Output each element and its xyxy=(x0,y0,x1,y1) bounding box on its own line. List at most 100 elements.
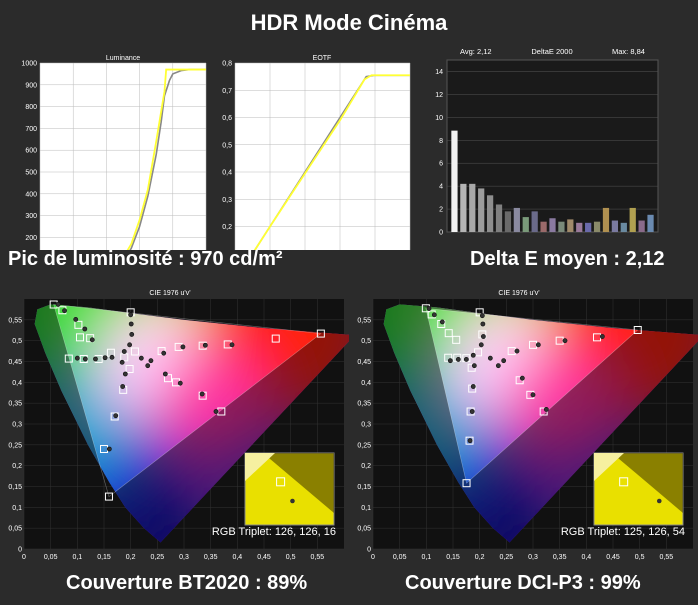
deltae-bar xyxy=(504,211,512,232)
cie1-x-tick-label: 0,2 xyxy=(126,554,136,561)
cie1-target-marker xyxy=(164,374,172,383)
cie2-measured-point xyxy=(480,321,486,327)
cie2-target-marker xyxy=(462,479,471,488)
cie1-x-tick-label: 0,05 xyxy=(44,554,58,561)
cie2-measured-point xyxy=(439,319,445,325)
deltae-bar xyxy=(486,195,494,232)
cie1-x-tick-label: 0,15 xyxy=(97,554,111,561)
cie2-target-marker xyxy=(475,308,484,317)
deltae-y-tick-label: 14 xyxy=(435,69,443,76)
deltae-bar xyxy=(558,221,565,232)
luminance-chart: Luminance 010020030040050060070080090010… xyxy=(21,55,207,250)
cie2-measured-point xyxy=(470,384,476,389)
delta-e-caption: Delta E moyen : 2,12 xyxy=(470,248,665,270)
deltae-y-tick-label: 2 xyxy=(439,207,443,214)
cie1-inset-shade xyxy=(263,453,334,513)
lum-y-tick-label: 500 xyxy=(25,170,37,177)
cie1-target-marker xyxy=(125,365,134,373)
cie2-y-tick-label: 0,05 xyxy=(357,526,371,533)
peak-luminance-caption: Pic de luminosité : 970 cd/m² xyxy=(8,248,283,270)
cie1-measured-point xyxy=(113,413,119,419)
cie2-x-tick-label: 0,2 xyxy=(475,554,485,561)
cie1-y-tick-label: 0,45 xyxy=(8,359,22,366)
cie2-measured-point xyxy=(469,409,475,414)
cie-bt2020-x-ticks: 0 0,05 0,1 0,15 0,2 0,25 0,3 0,35 0,4 0,45 0,5 0,55 xyxy=(22,554,324,561)
cie-dcip3-points xyxy=(421,304,642,488)
eotf-y-tick-label: 0,3 xyxy=(222,197,232,204)
lum-y-tick-label: 1000 xyxy=(21,61,37,68)
cie1-y-tick-label: 0,1 xyxy=(12,505,22,512)
cie2-y-tick-label: 0,25 xyxy=(357,442,371,449)
cie1-x-tick-label: 0 xyxy=(22,554,26,561)
eotf-y-tick-label: 0,6 xyxy=(222,115,232,122)
bt2020-coverage-caption: Couverture BT2020 : 89% xyxy=(66,572,308,594)
luminance-grid xyxy=(39,62,207,250)
deltae-avg-label: Avg: 2,12 xyxy=(460,47,492,56)
luminance-lines xyxy=(126,68,206,250)
lum-y-tick-label: 600 xyxy=(25,148,37,155)
cie2-inset-target-marker xyxy=(619,477,629,487)
cie1-y-tick-label: 0,25 xyxy=(8,442,22,449)
cie2-x-tick-label: 0,4 xyxy=(581,554,591,561)
deltae-y-tick-label: 10 xyxy=(435,115,443,122)
cie2-x-tick-label: 0,05 xyxy=(393,554,407,561)
deltae-bar xyxy=(647,214,654,232)
cie1-y-tick-label: 0,4 xyxy=(12,380,22,387)
cie1-measured-point xyxy=(128,312,134,318)
cie2-x-tick-label: 0,1 xyxy=(421,554,431,561)
cie2-x-tick-label: 0 xyxy=(371,554,375,561)
eotf-chart: EOTF 00,10,20,30,40,50,60,70,8 020406080… xyxy=(222,55,411,250)
cie2-y-tick-label: 0,55 xyxy=(357,317,371,324)
lum-target-line xyxy=(129,68,206,250)
cie2-measured-point xyxy=(480,334,486,339)
eotf-measured-line xyxy=(253,74,410,250)
cie1-measured-point xyxy=(73,317,79,322)
eotf-y-tick-label: 0,7 xyxy=(222,88,232,95)
cie2-measured-point xyxy=(487,355,493,361)
cie1-target-marker xyxy=(110,412,119,421)
cie1-measured-point xyxy=(213,409,219,414)
cie1-measured-point xyxy=(128,321,134,327)
cie2-measured-point xyxy=(447,358,453,364)
cie2-x-tick-label: 0,35 xyxy=(553,554,567,561)
deltae-y-tick-label: 0 xyxy=(439,230,443,237)
dcip3-coverage-caption: Couverture DCI-P3 : 99% xyxy=(405,572,641,594)
eotf-y-tick-label: 0,5 xyxy=(222,142,232,149)
eotf-y-tick-label: 0,8 xyxy=(222,61,232,68)
cie1-measured-point xyxy=(55,302,61,307)
deltae-bar xyxy=(602,207,610,232)
cie1-measured-point xyxy=(121,349,127,354)
cie2-target-marker xyxy=(633,326,642,334)
cie1-target-marker xyxy=(76,333,84,342)
lum-y-tick-label: 900 xyxy=(25,82,37,89)
deltae-bar xyxy=(531,211,538,232)
cie2-measured-point xyxy=(426,306,432,311)
eotf-y-tick-label: 0,2 xyxy=(222,224,232,231)
deltae-bar xyxy=(540,221,547,232)
cie1-measured-point xyxy=(162,371,168,377)
cie1-y-tick-label: 0,55 xyxy=(8,317,22,324)
cie2-x-tick-label: 0,3 xyxy=(528,554,538,561)
lum-y-tick-label: 200 xyxy=(25,235,37,242)
cie1-measured-point xyxy=(102,355,108,361)
cie2-y-tick-label: 0,2 xyxy=(361,463,371,470)
cie2-measured-point xyxy=(495,363,501,369)
cie2-measured-point xyxy=(599,334,605,339)
cie2-y-tick-label: 0,15 xyxy=(357,484,371,491)
cie2-measured-point xyxy=(478,342,484,348)
cie1-measured-point xyxy=(161,350,167,356)
cie1-measured-point xyxy=(93,356,98,362)
cie2-measured-point xyxy=(519,375,525,381)
cie1-inset-measured-point xyxy=(290,498,295,504)
cie1-y-tick-label: 0,3 xyxy=(12,422,22,429)
deltae-title: DeltaE 2000 xyxy=(531,47,572,56)
cie-dcip3-chart: CIE 1976 u'v' RGB Triplet: 125, 126, 54 … xyxy=(357,290,698,561)
cie1-inset-highlight xyxy=(245,453,275,481)
cie2-x-tick-label: 0,5 xyxy=(635,554,645,561)
cie2-measured-point xyxy=(467,438,473,444)
cie2-target-marker xyxy=(465,436,474,445)
cie1-target-marker xyxy=(271,334,280,343)
cie-bt2020-inset xyxy=(244,452,335,526)
cie2-inset-shade xyxy=(612,453,683,513)
cie1-measured-point xyxy=(119,359,125,365)
